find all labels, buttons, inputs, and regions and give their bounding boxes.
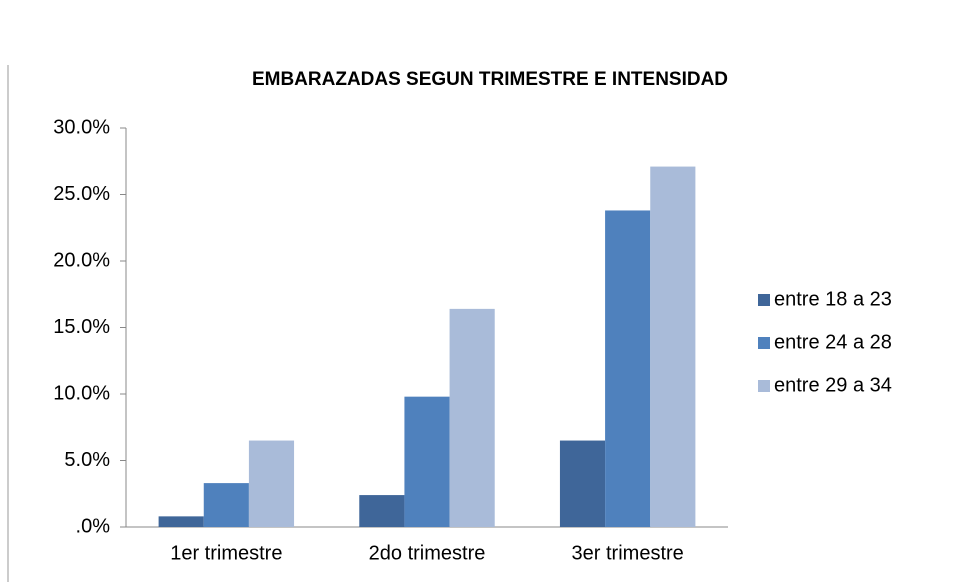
bar (605, 210, 651, 527)
legend-swatch (758, 294, 770, 306)
y-tick-label: 5.0% (64, 449, 110, 471)
bar (359, 495, 405, 527)
x-tick-label: 3er trimestre (572, 542, 684, 564)
legend-swatch (758, 337, 770, 349)
y-tick-label: 10.0% (53, 382, 110, 404)
chart-title: EMBARAZADAS SEGUN TRIMESTRE E INTENSIDAD (252, 69, 728, 90)
y-tick-label: 15.0% (53, 316, 110, 338)
x-tick-label: 1er trimestre (170, 542, 282, 564)
bar (449, 308, 495, 527)
bar (404, 396, 450, 527)
legend-label: entre 24 a 28 (774, 331, 892, 353)
legend-label: entre 18 a 23 (774, 288, 892, 310)
bar (158, 516, 204, 527)
y-tick-label: 25.0% (53, 183, 110, 205)
x-tick-label: 2do trimestre (369, 542, 486, 564)
y-tick-label: 30.0% (53, 116, 110, 138)
legend-swatch (758, 380, 770, 392)
y-tick-label: 20.0% (53, 249, 110, 271)
y-tick-label: .0% (76, 515, 111, 537)
bar (248, 440, 295, 527)
legend-label: entre 29 a 34 (774, 374, 892, 396)
bar (203, 483, 249, 527)
bar (650, 166, 696, 527)
bar (559, 440, 606, 527)
